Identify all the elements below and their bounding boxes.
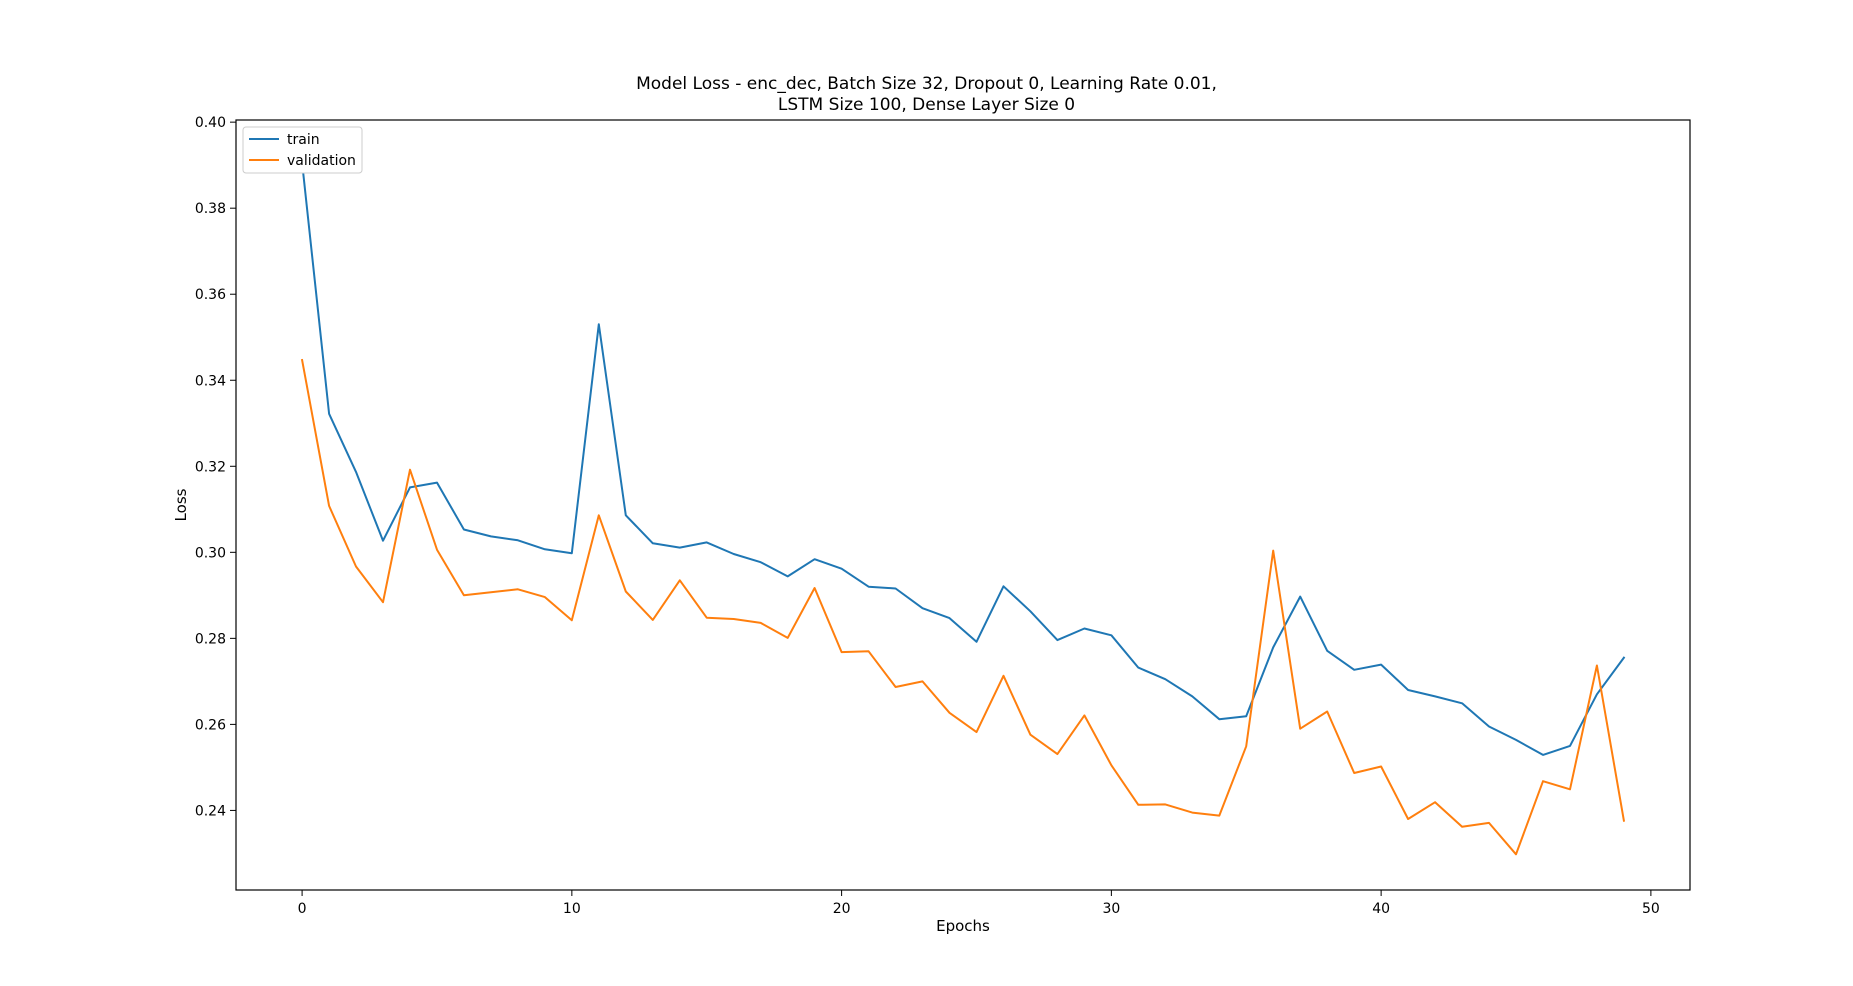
chart-title: Model Loss - enc_dec, Batch Size 32, Dro… [636, 74, 1217, 94]
x-tick-label: 10 [563, 901, 581, 917]
x-tick-label: 40 [1372, 901, 1390, 917]
legend-validation-label: validation [287, 153, 356, 169]
y-tick-label: 0.24 [195, 803, 226, 819]
plot-lines [300, 161, 1626, 856]
y-tick-label: 0.36 [195, 287, 226, 303]
y-tick-label: 0.40 [195, 115, 226, 131]
y-tick-label: 0.32 [195, 459, 226, 475]
y-tick-label: 0.38 [195, 201, 226, 217]
series-line-train [300, 161, 1626, 756]
y-tick-label: 0.34 [195, 373, 226, 389]
y-tick-label: 0.30 [195, 545, 226, 561]
legend-train-label: train [287, 132, 320, 148]
axis-ticks: 0 10 20 30 40 50 0.24 0.26 0.28 0.30 0.32 0.34 0.36 0… [195, 115, 1660, 917]
y-tick-label: 0.26 [195, 717, 226, 733]
y-axis-label: Loss [172, 488, 190, 521]
x-tick-label: 20 [833, 901, 851, 917]
x-tick-label: 0 [298, 901, 307, 917]
x-tick-label: 50 [1642, 901, 1660, 917]
plot-frame [235, 119, 1691, 891]
x-axis-label: Epochs [936, 917, 990, 935]
legend: train validation [242, 126, 363, 174]
y-tick-label: 0.28 [195, 631, 226, 647]
series-line-validation [300, 358, 1626, 856]
x-tick-label: 30 [1102, 901, 1120, 917]
chart-subtitle: LSTM Size 100, Dense Layer Size 0 [777, 95, 1076, 115]
